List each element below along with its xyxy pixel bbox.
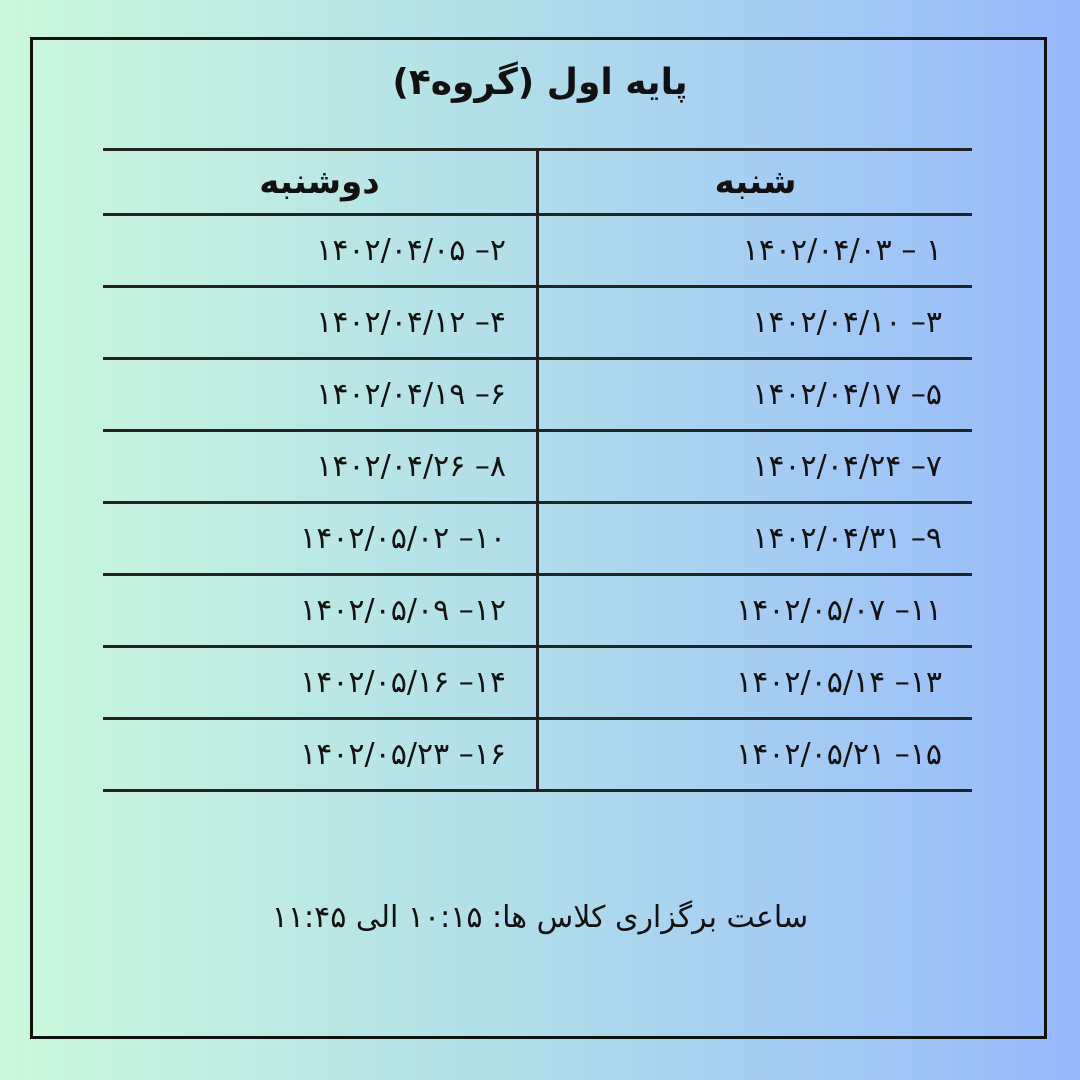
table-row: ۷– ۱۴۰۲/۰۴/۲۴ ۸– ۱۴۰۲/۰۴/۲۶: [103, 429, 972, 504]
table-row: ۵– ۱۴۰۲/۰۴/۱۷ ۶– ۱۴۰۲/۰۴/۱۹: [103, 357, 972, 432]
class-time-note: ساعت برگزاری کلاس ها: ۱۰:۱۵ الی ۱۱:۴۵: [271, 900, 809, 935]
table-row: ۱۵– ۱۴۰۲/۰۵/۲۱ ۱۶– ۱۴۰۲/۰۵/۲۳: [103, 717, 972, 792]
session-monday: ۲– ۱۴۰۲/۰۴/۰۵: [103, 213, 539, 288]
session-monday: ۱۲– ۱۴۰۲/۰۵/۰۹: [103, 573, 539, 648]
table-row: ۳– ۱۴۰۲/۰۴/۱۰ ۴– ۱۴۰۲/۰۴/۱۲: [103, 285, 972, 360]
session-saturday: ۵– ۱۴۰۲/۰۴/۱۷: [537, 357, 972, 432]
header-saturday: شنبه: [537, 148, 972, 216]
session-saturday: ۱۳– ۱۴۰۲/۰۵/۱۴: [537, 645, 972, 720]
table-row: ۹– ۱۴۰۲/۰۴/۳۱ ۱۰– ۱۴۰۲/۰۵/۰۲: [103, 501, 972, 576]
session-monday: ۱۴– ۱۴۰۲/۰۵/۱۶: [103, 645, 539, 720]
session-saturday: ۱۵– ۱۴۰۲/۰۵/۲۱: [537, 717, 972, 792]
page-frame: [30, 37, 1047, 1039]
session-saturday: ۷– ۱۴۰۲/۰۴/۲۴: [537, 429, 972, 504]
session-monday: ۸– ۱۴۰۲/۰۴/۲۶: [103, 429, 539, 504]
session-monday: ۱۶– ۱۴۰۲/۰۵/۲۳: [103, 717, 539, 792]
table-row: ۱۱– ۱۴۰۲/۰۵/۰۷ ۱۲– ۱۴۰۲/۰۵/۰۹: [103, 573, 972, 648]
header-row: شنبه دوشنبه: [103, 148, 972, 216]
session-saturday: ۳– ۱۴۰۲/۰۴/۱۰: [537, 285, 972, 360]
session-saturday: ۹– ۱۴۰۲/۰۴/۳۱: [537, 501, 972, 576]
table-row: ۱ – ۱۴۰۲/۰۴/۰۳ ۲– ۱۴۰۲/۰۴/۰۵: [103, 213, 972, 288]
session-monday: ۴– ۱۴۰۲/۰۴/۱۲: [103, 285, 539, 360]
page-title: پایه اول (گروه۴): [392, 62, 688, 103]
table-row: ۱۳– ۱۴۰۲/۰۵/۱۴ ۱۴– ۱۴۰۲/۰۵/۱۶: [103, 645, 972, 720]
session-monday: ۶– ۱۴۰۲/۰۴/۱۹: [103, 357, 539, 432]
session-monday: ۱۰– ۱۴۰۲/۰۵/۰۲: [103, 501, 539, 576]
session-saturday: ۱ – ۱۴۰۲/۰۴/۰۳: [537, 213, 972, 288]
header-monday: دوشنبه: [103, 148, 539, 216]
schedule-table: شنبه دوشنبه ۱ – ۱۴۰۲/۰۴/۰۳ ۲– ۱۴۰۲/۰۴/۰۵ ۳…: [103, 148, 972, 792]
session-saturday: ۱۱– ۱۴۰۲/۰۵/۰۷: [537, 573, 972, 648]
